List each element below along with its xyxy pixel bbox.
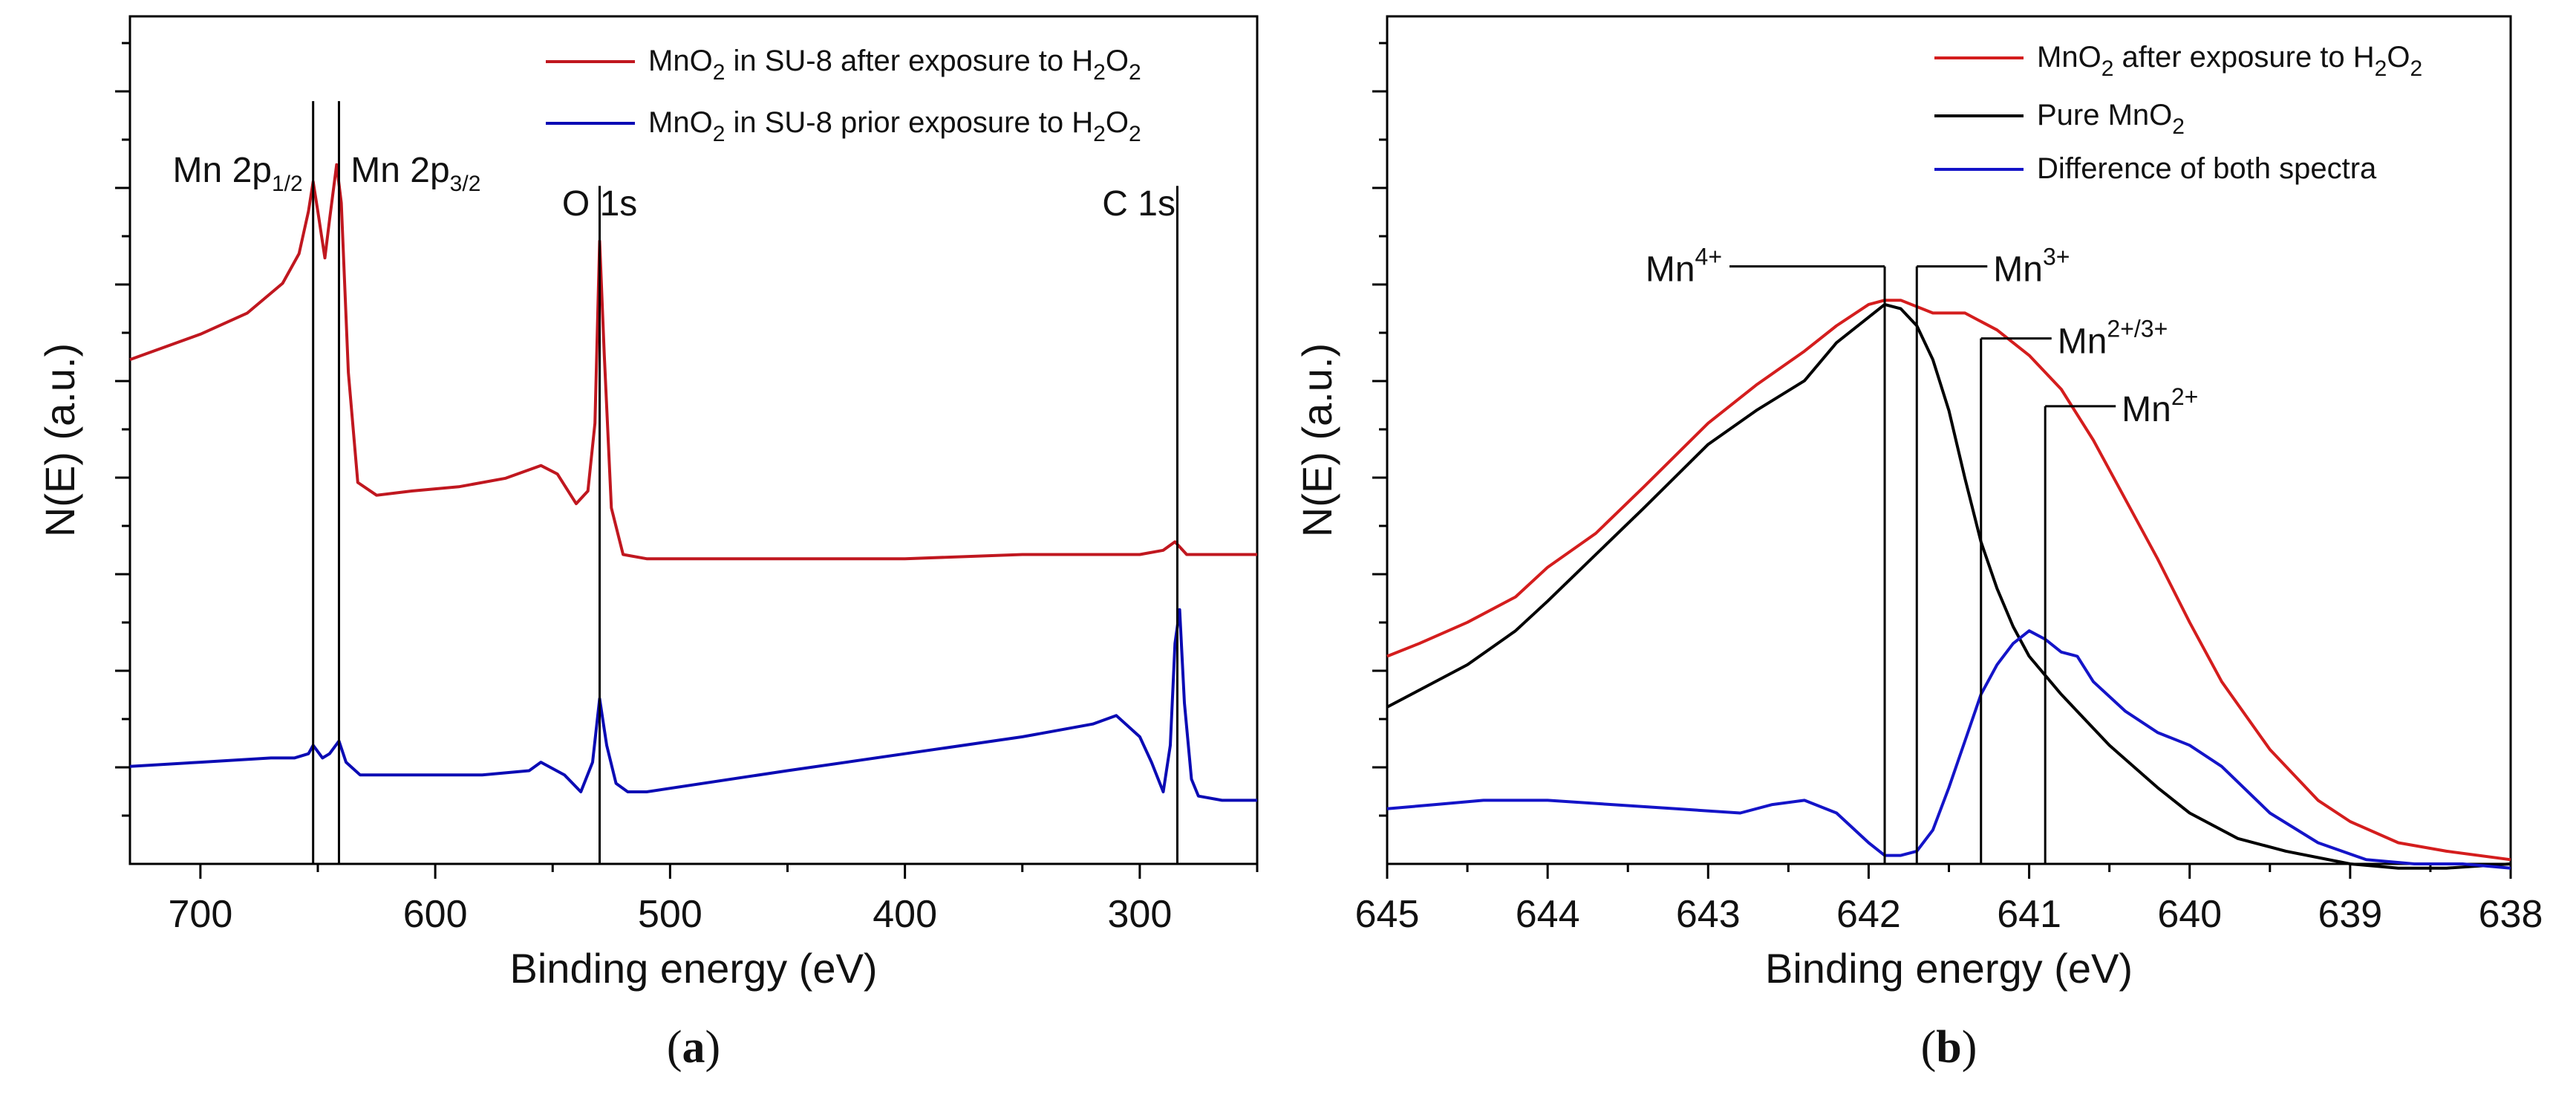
panel-a-x-tick-label: 300: [1107, 893, 1172, 936]
panel-a-series-prior-line: [129, 608, 1257, 802]
panel-b-legend-label-diff: Difference of both spectra: [2037, 152, 2377, 185]
panel-b-caption: (b): [1921, 1022, 1977, 1073]
panel-b-oxidation-label: Mn2+: [2122, 383, 2198, 429]
panel-b-legend-label-pure: Pure MnO2: [2037, 99, 2185, 139]
panel-a-y-axis-title: N(E) (a.u.): [36, 343, 83, 537]
panel-a-x-axis-title: Binding energy (eV): [510, 945, 878, 992]
chart-panel-a: 700 600 500 400 300 Binding energy (eV) N(E) (…: [36, 15, 1259, 1073]
panel-a-legend-label-after: MnO2 in SU-8 after exposure to H2O2: [648, 45, 1141, 85]
panel-b-oxidation-label: Mn3+: [1993, 244, 2070, 290]
panel-b-series-diff-line: [1386, 629, 2511, 870]
panel-b-x-tick-label: 639: [2318, 893, 2382, 936]
panel-a-peak-label: O 1s: [562, 184, 637, 224]
panel-b-x-axis-title: Binding energy (eV): [1765, 945, 2133, 992]
panel-b-x-tick-label: 644: [1516, 893, 1580, 936]
panel-b-oxidation-label: Mn2+/3+: [2058, 316, 2168, 362]
panel-b-oxidation-label: Mn4+: [1646, 244, 1722, 290]
panel-b-plot-frame: [1386, 15, 2512, 865]
panel-b-x-tick-label: 642: [1836, 893, 1901, 936]
panel-a-peak-label: C 1s: [1102, 184, 1175, 224]
panel-b-series-pure-line: [1386, 302, 2511, 870]
panel-b-x-tick-label: 640: [2157, 893, 2222, 936]
chart-panel-b: 645 644 643 642 641 640 639 638 Binding energy (…: [1294, 15, 2543, 1073]
panel-a-legend-label-prior: MnO2 in SU-8 prior exposure to H2O2: [648, 106, 1141, 146]
panel-a-peak-label: Mn 2p1/2: [173, 151, 303, 196]
panel-a-x-tick-label: 700: [168, 893, 232, 936]
panel-a-x-tick-label: 400: [873, 893, 937, 936]
panel-b-x-tick-label: 643: [1676, 893, 1741, 936]
panel-a-caption: (a): [667, 1022, 720, 1073]
panel-b-legend-label-after: MnO2 after exposure to H2O2: [2037, 41, 2422, 81]
panel-a-peak-label: Mn 2p3/2: [350, 151, 480, 196]
panel-a-x-tick-label: 600: [403, 893, 468, 936]
panel-b-x-tick-label: 645: [1355, 893, 1420, 936]
panel-b-y-axis-title: N(E) (a.u.): [1294, 343, 1340, 537]
panel-a-series-after-line: [129, 163, 1257, 561]
panel-b-x-tick-label: 638: [2479, 893, 2543, 936]
panel-b-x-tick-label: 641: [1997, 893, 2061, 936]
panel-a-plot-frame: [128, 15, 1259, 865]
panel-b-series-after-line: [1386, 299, 2511, 862]
panel-a-x-tick-label: 500: [638, 893, 702, 936]
